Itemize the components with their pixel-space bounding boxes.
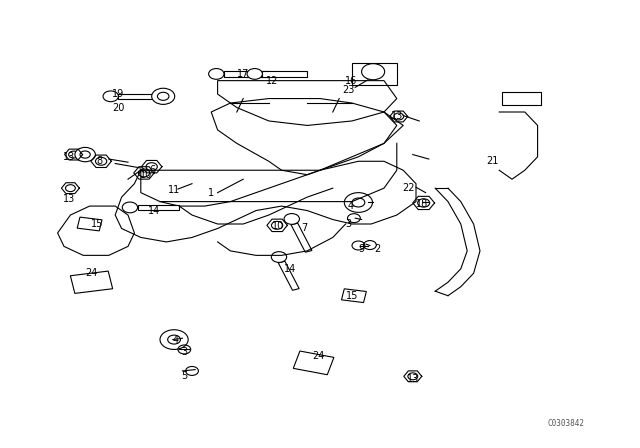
Bar: [77, 217, 102, 231]
Circle shape: [209, 69, 224, 79]
Bar: [502, 92, 541, 105]
Text: 13: 13: [390, 112, 403, 121]
Text: 7: 7: [301, 224, 307, 233]
Text: 10: 10: [272, 221, 285, 231]
Circle shape: [157, 92, 169, 100]
Circle shape: [75, 147, 95, 162]
Text: 11: 11: [168, 185, 180, 195]
Text: 18: 18: [416, 199, 429, 209]
Text: 14: 14: [284, 264, 297, 274]
Text: 2: 2: [374, 244, 381, 254]
Text: 10: 10: [140, 170, 152, 180]
Circle shape: [152, 88, 175, 104]
Text: 24: 24: [85, 268, 98, 278]
Text: 5: 5: [181, 371, 188, 381]
Circle shape: [122, 202, 138, 213]
Text: 4: 4: [348, 201, 354, 211]
Text: 3: 3: [346, 219, 352, 229]
Text: 15: 15: [346, 291, 358, 301]
Text: 13: 13: [63, 194, 76, 204]
Text: 4: 4: [173, 336, 179, 345]
Polygon shape: [278, 261, 299, 290]
Polygon shape: [262, 71, 307, 77]
Text: 22: 22: [402, 183, 415, 193]
Bar: [293, 351, 334, 375]
Text: 16: 16: [344, 76, 357, 86]
Text: C0303842: C0303842: [548, 419, 585, 428]
Text: 14: 14: [147, 206, 160, 215]
Circle shape: [80, 151, 90, 158]
Text: 15: 15: [91, 219, 104, 229]
Text: 13: 13: [63, 152, 76, 162]
Text: 9: 9: [358, 244, 365, 254]
Bar: [352, 63, 397, 85]
Polygon shape: [224, 71, 269, 77]
Text: 19: 19: [112, 89, 125, 99]
Text: 6: 6: [149, 165, 156, 175]
Text: 12: 12: [266, 76, 278, 86]
Text: 1: 1: [208, 188, 214, 198]
Text: 3: 3: [181, 347, 188, 357]
Polygon shape: [138, 205, 179, 210]
Circle shape: [271, 252, 287, 263]
Polygon shape: [118, 94, 163, 99]
Text: 23: 23: [342, 85, 355, 95]
Text: 21: 21: [486, 156, 499, 166]
Polygon shape: [291, 223, 312, 252]
Text: 8: 8: [96, 156, 102, 166]
Text: 17: 17: [237, 69, 250, 79]
Bar: [70, 271, 113, 293]
Circle shape: [103, 91, 118, 102]
Bar: [342, 289, 366, 302]
Text: 13: 13: [406, 374, 419, 383]
Circle shape: [284, 214, 300, 224]
Text: 20: 20: [112, 103, 125, 112]
Circle shape: [247, 69, 262, 79]
Text: 24: 24: [312, 351, 324, 361]
